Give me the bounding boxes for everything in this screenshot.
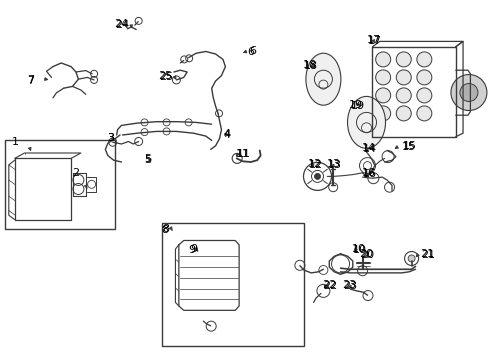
Text: 2: 2 (73, 168, 80, 179)
Text: 22: 22 (322, 280, 337, 290)
Text: 3: 3 (107, 133, 114, 143)
Text: 15: 15 (402, 142, 416, 152)
Circle shape (417, 106, 432, 121)
Text: 12: 12 (309, 160, 323, 170)
Text: 23: 23 (342, 280, 356, 290)
Text: 18: 18 (304, 61, 318, 71)
Text: 11: 11 (236, 149, 250, 159)
Ellipse shape (306, 53, 341, 105)
Bar (162, 223, 304, 346)
Text: 4: 4 (223, 129, 230, 139)
Text: 13: 13 (328, 160, 343, 170)
Text: 13: 13 (327, 159, 342, 170)
Circle shape (396, 88, 411, 103)
Circle shape (460, 84, 478, 102)
Text: 12: 12 (308, 159, 322, 170)
Text: 19: 19 (349, 100, 363, 110)
Circle shape (417, 52, 432, 67)
Text: 18: 18 (303, 60, 317, 71)
Text: 21: 21 (420, 249, 435, 260)
Text: 16: 16 (363, 169, 377, 179)
Circle shape (396, 106, 411, 121)
Text: 20: 20 (359, 249, 373, 260)
Text: 14: 14 (362, 143, 376, 153)
Text: 11: 11 (237, 149, 251, 159)
Circle shape (315, 174, 320, 179)
Text: 7: 7 (27, 75, 34, 85)
Text: 5: 5 (145, 154, 151, 164)
Text: 1: 1 (12, 137, 19, 147)
Text: 10: 10 (352, 244, 366, 254)
Text: 23: 23 (343, 281, 357, 291)
Circle shape (376, 52, 391, 67)
Circle shape (376, 88, 391, 103)
Text: 7: 7 (27, 76, 34, 86)
Text: 24: 24 (115, 20, 129, 30)
Text: 21: 21 (421, 250, 436, 260)
Text: 5: 5 (145, 155, 151, 165)
Text: 17: 17 (367, 35, 381, 45)
Text: 3: 3 (107, 133, 114, 143)
Text: 6: 6 (249, 46, 256, 56)
Text: 15: 15 (403, 141, 417, 152)
Circle shape (396, 70, 411, 85)
Text: 17: 17 (368, 36, 382, 46)
Ellipse shape (347, 96, 386, 148)
Text: 22: 22 (323, 281, 338, 291)
Text: 9: 9 (189, 245, 196, 255)
Text: 16: 16 (362, 168, 376, 179)
Circle shape (417, 88, 432, 103)
Text: 8: 8 (163, 224, 170, 234)
Circle shape (376, 106, 391, 121)
Text: 8: 8 (162, 225, 169, 235)
Text: 25: 25 (158, 71, 172, 81)
Text: 20: 20 (360, 250, 374, 260)
Circle shape (417, 70, 432, 85)
Text: 24: 24 (114, 19, 128, 29)
Text: 25: 25 (159, 72, 173, 82)
Circle shape (376, 70, 391, 85)
Circle shape (451, 75, 487, 111)
Text: 14: 14 (363, 144, 377, 154)
Bar (5, 140, 115, 229)
Text: 19: 19 (350, 101, 365, 111)
Text: 10: 10 (353, 245, 367, 255)
Circle shape (396, 52, 411, 67)
Text: 9: 9 (190, 244, 197, 254)
Circle shape (408, 255, 415, 262)
Text: 4: 4 (223, 130, 230, 140)
Text: 6: 6 (247, 47, 254, 57)
